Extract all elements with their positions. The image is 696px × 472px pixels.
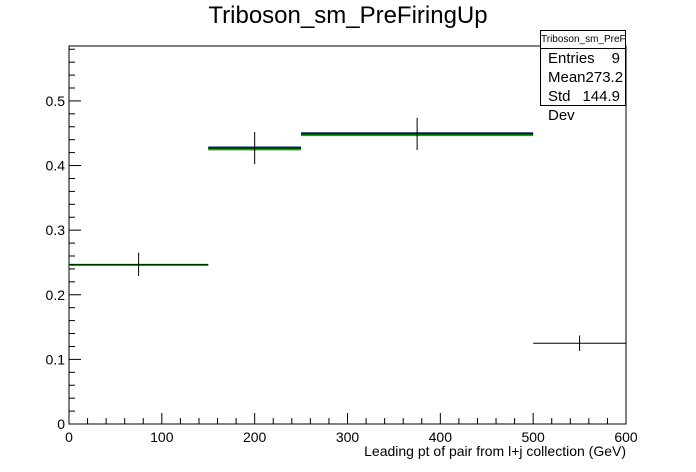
x-tick-label: 300 [336, 429, 360, 445]
y-tick-label: 0.2 [46, 287, 66, 303]
x-tick-label: 600 [614, 429, 638, 445]
y-tick-label: 0.3 [46, 222, 66, 238]
chart-title: Triboson_sm_PreFiringUp [208, 2, 488, 29]
x-tick-label: 100 [150, 429, 174, 445]
stats-mean-row: Mean 273.2 [541, 68, 625, 87]
stats-entries-label: Entries [548, 50, 595, 67]
stats-mean-label: Mean [548, 69, 586, 86]
x-tick-label: 400 [429, 429, 453, 445]
x-axis-label: Leading pt of pair from l+j collection (… [364, 443, 626, 459]
stats-std-row: Std Dev 144.9 [541, 87, 625, 124]
y-tick-label: 0 [57, 416, 65, 432]
stats-title: Triboson_sm_PreFiringUp [541, 31, 625, 49]
stats-entries-row: Entries 9 [541, 49, 625, 68]
stats-box: Triboson_sm_PreFiringUp Entries 9 Mean 2… [540, 30, 626, 124]
x-tick-label: 500 [521, 429, 545, 445]
stats-std-label: Std Dev [548, 88, 575, 124]
y-tick-label: 0.1 [46, 351, 66, 367]
y-tick-label: 0.5 [46, 93, 66, 109]
stats-std-value: 144.9 [582, 88, 620, 105]
stats-mean-value: 273.2 [585, 69, 624, 86]
x-tick-label: 0 [65, 429, 73, 445]
y-tick-label: 0.4 [46, 158, 66, 174]
x-tick-label: 200 [243, 429, 267, 445]
stats-entries-value: 9 [611, 50, 620, 67]
